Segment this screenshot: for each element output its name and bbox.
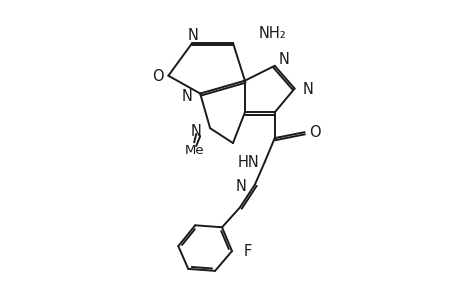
Text: NH₂: NH₂ xyxy=(258,26,286,40)
Text: Me: Me xyxy=(184,143,204,157)
Text: N: N xyxy=(302,82,313,97)
Text: N: N xyxy=(190,124,201,139)
Text: N: N xyxy=(187,28,198,43)
Text: O: O xyxy=(152,69,164,84)
Text: O: O xyxy=(308,125,319,140)
Text: N: N xyxy=(181,89,192,104)
Text: N: N xyxy=(235,179,246,194)
Text: F: F xyxy=(243,244,252,259)
Text: HN: HN xyxy=(237,155,259,170)
Text: N: N xyxy=(278,52,289,67)
